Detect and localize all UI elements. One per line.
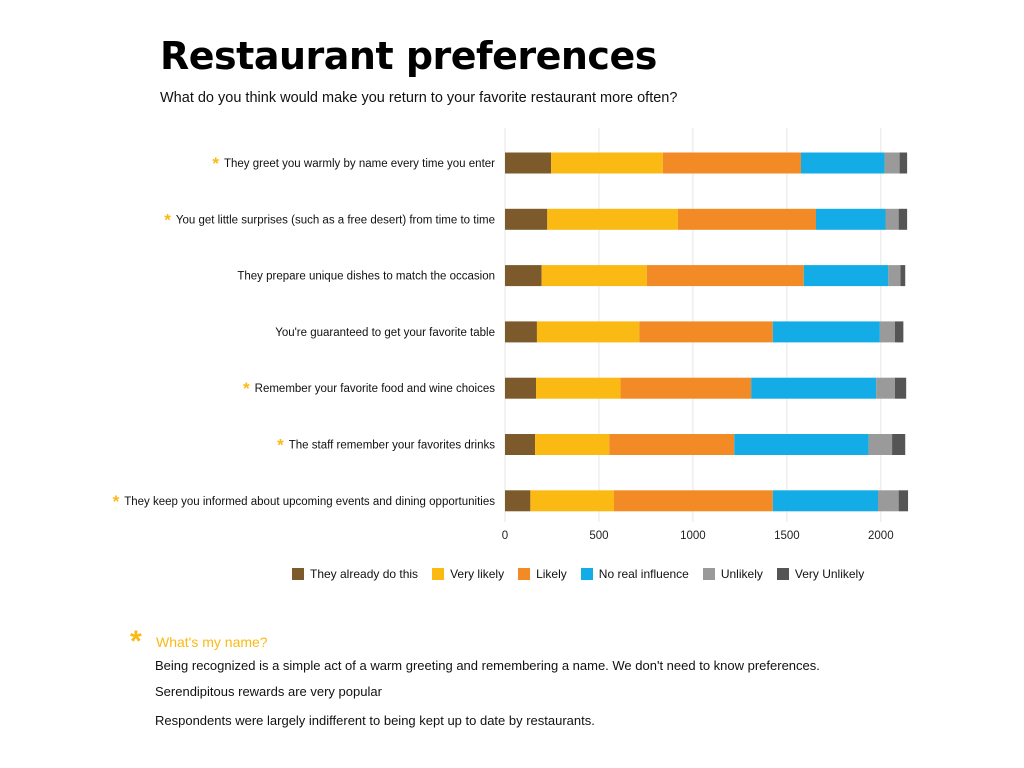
- legend-swatch: [776, 568, 789, 580]
- legend-label: Unlikely: [720, 567, 763, 581]
- bar-segment: [535, 434, 610, 455]
- asterisk-icon: *: [277, 436, 284, 455]
- note-line: Serendipitous rewards are very popular: [155, 684, 382, 699]
- bar-segment: [551, 152, 663, 174]
- x-tick-label: 2000: [868, 530, 894, 542]
- category-label: You get little surprises (such as a free…: [176, 214, 495, 226]
- bar-segment: [800, 152, 885, 174]
- legend-label: Very Unlikely: [794, 567, 865, 581]
- bar-segment: [530, 490, 614, 512]
- bar-segment: [505, 208, 548, 230]
- bar-segment: [879, 321, 895, 343]
- bar-segment: [772, 490, 878, 512]
- asterisk-icon: *: [212, 154, 219, 173]
- bar-segment: [639, 321, 773, 343]
- notes-section: * What's my name? Being recognized is a …: [130, 625, 930, 729]
- note-line: Being recognized is a simple act of a wa…: [155, 658, 820, 673]
- bar-segment: [536, 321, 640, 343]
- bar-segment: [900, 265, 906, 287]
- category-label: They greet you warmly by name every time…: [224, 158, 495, 170]
- category-label: They prepare unique dishes to match the …: [237, 271, 495, 283]
- x-tick-label: 1500: [774, 530, 800, 542]
- bar-segment: [646, 265, 804, 287]
- bar-segment: [803, 265, 889, 287]
- note-heading: What's my name?: [156, 634, 268, 650]
- legend-item: Very Unlikely: [776, 567, 865, 581]
- bar-segment: [885, 208, 899, 230]
- page-title: Restaurant preferences: [160, 34, 657, 78]
- bar-segment: [620, 377, 752, 399]
- asterisk-icon: *: [130, 625, 142, 658]
- x-tick-label: 500: [589, 530, 608, 542]
- bar-segment: [898, 208, 908, 230]
- bar-segment: [892, 434, 906, 455]
- asterisk-icon: *: [243, 379, 250, 398]
- legend-item: Very likely: [432, 567, 504, 581]
- note-line: Respondents were largely indifferent to …: [155, 713, 595, 728]
- legend-swatch: [580, 568, 593, 580]
- bar-segment: [772, 321, 880, 343]
- bar-segment: [815, 208, 886, 230]
- bar-segment: [505, 152, 552, 174]
- bar-segment: [894, 377, 907, 399]
- bar-segment: [898, 490, 909, 512]
- bar-segment: [662, 152, 801, 174]
- bar-segment: [751, 377, 877, 399]
- bar-segment: [505, 265, 542, 287]
- bar-segment: [868, 434, 893, 455]
- legend-item: They already do this: [292, 567, 418, 581]
- x-tick-label: 0: [502, 530, 508, 542]
- legend-label: Likely: [536, 567, 567, 581]
- legend-swatch: [432, 568, 445, 580]
- category-label: The staff remember your favorites drinks: [289, 440, 495, 452]
- bar-segment: [899, 152, 908, 174]
- bar-segment: [536, 377, 621, 399]
- bar-segment: [505, 377, 537, 399]
- bar-segment: [884, 152, 900, 174]
- category-label: They keep you informed about upcoming ev…: [124, 496, 495, 508]
- bar-segment: [876, 377, 895, 399]
- legend-label: They already do this: [310, 567, 419, 581]
- bar-segment: [677, 208, 816, 230]
- page-subtitle: What do you think would make you return …: [160, 90, 678, 106]
- bar-segment: [505, 490, 531, 512]
- asterisk-icon: *: [113, 492, 120, 511]
- legend-label: No real influence: [598, 567, 689, 581]
- note-heading-row: * What's my name?: [130, 625, 930, 658]
- legend-item: Unlikely: [702, 567, 763, 581]
- bar-segment: [505, 434, 536, 455]
- chart-legend: They already do this Very likely Likely …: [292, 567, 864, 581]
- x-tick-label: 1000: [680, 530, 706, 542]
- legend-swatch: [518, 568, 531, 580]
- asterisk-icon: *: [164, 210, 171, 229]
- bar-segment: [547, 208, 678, 230]
- bar-segment: [609, 434, 735, 455]
- bar-segment: [734, 434, 869, 455]
- bar-segment: [894, 321, 904, 343]
- legend-swatch: [292, 568, 304, 580]
- stacked-bar-chart: 0 500 1000 1500 2000 They greet you warmly by…: [113, 128, 909, 542]
- bar-segment: [613, 490, 773, 512]
- legend-label: Very likely: [450, 567, 505, 581]
- category-label: Remember your favorite food and wine cho…: [255, 383, 496, 395]
- bar-segment: [888, 265, 901, 287]
- legend-item: No real influence: [580, 567, 689, 581]
- legend-item: Likely: [518, 567, 567, 581]
- bar-segment: [541, 265, 647, 287]
- bar-segment: [877, 490, 899, 512]
- legend-swatch: [702, 568, 715, 580]
- bar-segment: [505, 321, 537, 343]
- category-label: You're guaranteed to get your favorite t…: [275, 327, 495, 339]
